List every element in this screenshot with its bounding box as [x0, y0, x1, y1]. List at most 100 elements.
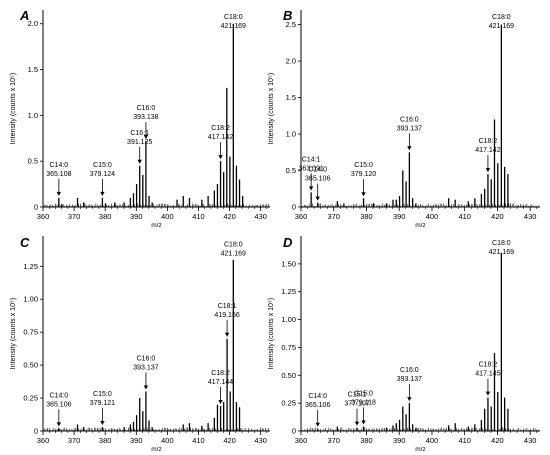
- peak-label: C18:2: [211, 370, 230, 377]
- peak-mass: 379.124: [90, 171, 115, 178]
- x-tick-label: 410: [458, 436, 471, 445]
- peak-label: C15:0: [93, 391, 112, 398]
- peak-label: C18:2: [479, 362, 498, 369]
- peak-mass: 379.118: [351, 400, 376, 407]
- peak-mass: 379.121: [90, 400, 115, 407]
- x-tick-label: 360: [37, 436, 50, 445]
- arrow-head: [485, 168, 491, 173]
- panel-B: B 360 370 380 390 400 410 420 430 0 0.5 1.0 1.5 2.0 2.…: [268, 8, 540, 229]
- peak-mass: 421.169: [489, 23, 514, 30]
- arrow-head: [218, 399, 223, 404]
- peak-label: C14:0: [308, 393, 327, 400]
- peak-mass: 393.137: [133, 364, 158, 371]
- peak-mass: 393.138: [133, 114, 158, 121]
- y-tick-label: 0.50: [23, 361, 38, 370]
- x-tick-label: 380: [99, 212, 112, 221]
- y-tick-label: 2.0: [28, 19, 38, 28]
- peak-label: C15:1: [348, 392, 367, 399]
- arrow-head: [315, 422, 320, 427]
- peak-label: C18:0: [224, 242, 243, 249]
- x-tick-label: 400: [161, 436, 174, 445]
- x-tick-label: 420: [223, 436, 236, 445]
- arrow-head: [361, 420, 366, 425]
- panel-letter: D: [283, 235, 293, 250]
- peak-label: C18:2: [479, 138, 498, 145]
- y-tick-label: 0: [292, 427, 296, 436]
- y-tick-label: 0.75: [23, 328, 38, 337]
- peak-label: C16:1: [130, 130, 149, 137]
- x-tick-label: 420: [491, 212, 504, 221]
- x-tick-label: 370: [68, 436, 81, 445]
- peak-mass: 391.125: [127, 139, 152, 146]
- peak-mass: 365.106: [305, 402, 330, 409]
- x-tick-label: 360: [295, 212, 308, 221]
- y-tick-label: 1.5: [286, 93, 296, 102]
- peak-label: C16:0: [400, 367, 419, 374]
- panel-D: D 360 370 380 390 400 410 420 430 0 0.25 0.50 0.75 1.…: [268, 235, 540, 453]
- y-tick-label: 1.5: [28, 65, 38, 74]
- peak-label: C14:0: [308, 167, 327, 174]
- peak-mass: 421.169: [489, 249, 514, 256]
- arrow-head: [100, 191, 105, 196]
- arrow-head: [308, 186, 314, 191]
- peak-mass: 363.091: [298, 165, 323, 172]
- x-tick-label: 370: [327, 436, 340, 445]
- y-tick-label: 0.25: [23, 394, 38, 403]
- x-tick-label: 390: [130, 436, 143, 445]
- arrow-head: [143, 385, 149, 390]
- peak-label: C18:2: [211, 125, 230, 132]
- y-axis-label: Intensity (counts x 10⁵): [10, 73, 17, 144]
- y-tick-label: 1.25: [23, 262, 38, 271]
- y-tick-label: 0.5: [286, 166, 296, 175]
- x-tick-label: 360: [37, 212, 50, 221]
- x-tick-label: 430: [254, 436, 267, 445]
- y-tick-label: 0.50: [281, 371, 296, 380]
- x-tick-label: 430: [524, 436, 537, 445]
- arrow-head: [354, 421, 360, 426]
- peak-label: C18:0: [224, 14, 243, 21]
- x-axis-label: m/z: [151, 446, 161, 453]
- peak-label: C18:1: [218, 303, 237, 310]
- x-tick-label: 380: [360, 436, 373, 445]
- y-tick-label: 2.0: [286, 57, 296, 66]
- peak-mass: 417.144: [208, 379, 233, 386]
- peak-label: C18:0: [492, 240, 511, 247]
- x-tick-label: 380: [99, 436, 112, 445]
- y-tick-label: 1.25: [281, 287, 296, 296]
- y-tick-label: 0.75: [281, 343, 296, 352]
- x-tick-label: 390: [130, 212, 143, 221]
- x-tick-label: 360: [295, 436, 308, 445]
- arrow-head: [315, 196, 320, 201]
- y-axis-label: Intensity (counts x 10⁵): [10, 298, 17, 369]
- arrow-head: [143, 135, 149, 140]
- arrow-head: [137, 159, 142, 164]
- panel-A: A 360 370 380 390 400 410 420 430 0 0.5 1.0 1.5 2.0 m/…: [10, 8, 270, 229]
- x-axis-label: m/z: [151, 222, 161, 229]
- x-tick-label: 420: [491, 436, 504, 445]
- panel-letter: C: [20, 235, 30, 250]
- x-tick-label: 410: [192, 212, 205, 221]
- y-tick-label: 1.0: [286, 130, 296, 139]
- x-axis-label: m/z: [415, 446, 425, 453]
- peak-mass: 417.142: [475, 147, 500, 154]
- y-tick-label: 1.00: [23, 295, 38, 304]
- peak-label: C14:0: [50, 162, 69, 169]
- arrow-head: [56, 422, 62, 427]
- y-tick-label: 2.5: [286, 20, 296, 29]
- peak-mass: 393.137: [397, 376, 422, 383]
- x-tick-label: 400: [426, 436, 439, 445]
- peak-label: C15:0: [93, 162, 112, 169]
- arrow-head: [485, 391, 491, 396]
- peak-mass: 421.169: [221, 251, 246, 258]
- x-tick-label: 420: [223, 212, 236, 221]
- peak-mass: 365.106: [46, 401, 71, 408]
- peak-mass: 379.120: [351, 171, 376, 178]
- y-tick-label: 0: [292, 203, 296, 212]
- x-tick-label: 410: [458, 212, 471, 221]
- arrow-head: [224, 332, 230, 337]
- peak-mass: 365.108: [46, 171, 71, 178]
- peak-label: C14:0: [50, 392, 69, 399]
- x-tick-label: 390: [393, 436, 406, 445]
- arrow-head: [56, 191, 62, 196]
